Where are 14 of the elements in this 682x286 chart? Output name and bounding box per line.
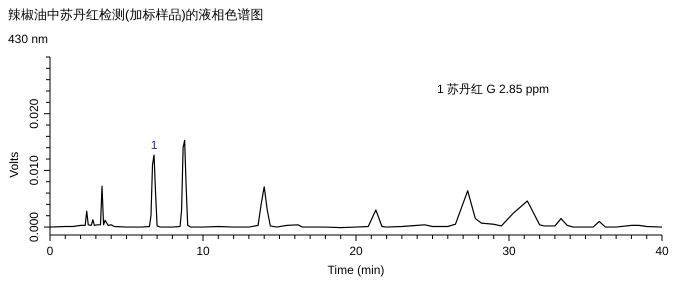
x-tick-label: 0 (46, 244, 54, 258)
annotation: 1 苏丹红 G 2.85 ppm (437, 82, 550, 96)
y-tick-label: 0.000 (27, 212, 41, 242)
x-tick-label: 20 (349, 244, 363, 258)
chart-title: 辣椒油中苏丹红检测(加标样品)的液相色谱图 (8, 7, 264, 22)
annotation: 1 (150, 138, 158, 152)
x-tick-label: 10 (196, 244, 210, 258)
y-tick-label: 0.010 (27, 155, 41, 186)
chart-subtitle: 430 nm (8, 32, 48, 46)
x-tick-label: 40 (655, 244, 669, 258)
x-axis-title: Time (min) (328, 263, 384, 277)
x-tick-label: 30 (502, 244, 516, 258)
y-axis-title: Volts (7, 152, 21, 178)
y-tick-label: 0.020 (27, 98, 41, 129)
